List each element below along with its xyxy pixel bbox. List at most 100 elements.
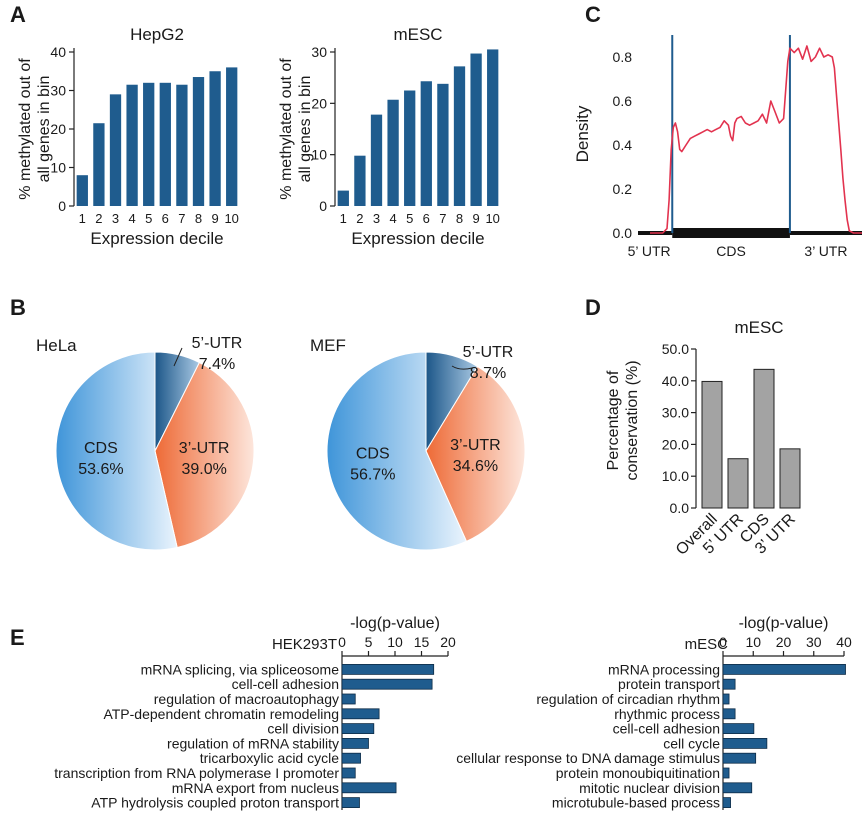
x-tick-label: 6 <box>423 211 430 226</box>
y-tick-label: 0.8 <box>613 49 633 65</box>
y-tick-label: 10.0 <box>662 468 689 484</box>
x-axis-label: -log(p-value) <box>350 615 440 632</box>
bar-microtubule-based process <box>722 797 731 808</box>
category-label: protein transport <box>618 676 720 692</box>
category-label: regulation of circadian rhythm <box>536 691 720 707</box>
bar-mRNA processing <box>722 664 846 675</box>
bar-9 <box>209 71 221 206</box>
x-tick-label: 8 <box>195 211 202 226</box>
category-label: regulation of macroautophagy <box>154 691 339 707</box>
y-axis-label: Density <box>573 105 592 162</box>
pie-slice-3’-UTR <box>154 361 255 549</box>
x-tick-label: 2 <box>356 211 363 226</box>
chart-title: HEK293T <box>272 636 337 653</box>
bar-4 <box>387 99 399 206</box>
slice-name-label: CDS <box>356 445 390 462</box>
x-tick-label: 3 <box>373 211 380 226</box>
category-label: mRNA export from nucleus <box>172 780 339 796</box>
chart-title: HepG2 <box>130 25 184 44</box>
slice-percent-label: 56.7% <box>350 466 395 483</box>
x-tick-label: 5 <box>145 211 152 226</box>
density-line <box>650 45 862 234</box>
bar-3’ UTR <box>779 448 801 509</box>
y-tick-label: 50.0 <box>662 341 689 357</box>
pie-title: HeLa <box>36 336 77 355</box>
x-axis-label: Expression decile <box>90 229 223 248</box>
region-label: 3’ UTR <box>804 243 847 259</box>
category-label: cell cycle <box>663 735 720 751</box>
bar-1 <box>76 175 88 206</box>
x-tick-label: 7 <box>439 211 446 226</box>
bar-4 <box>126 84 138 206</box>
y-tick-label: 0 <box>319 198 327 214</box>
pie-slice-3’-UTR <box>425 365 526 543</box>
category-label: microtubule-based process <box>552 795 720 811</box>
x-tick-label: 9 <box>472 211 479 226</box>
bar-regulation of circadian rhythm <box>722 693 730 705</box>
slice-percent-label: 34.6% <box>453 458 498 475</box>
y-axis-label: % methylated out of all genes in bin <box>278 58 314 200</box>
bar-5 <box>404 90 416 206</box>
bar-mRNA splicing, via spliceosome <box>341 664 435 675</box>
slice-name-label: 3’-UTR <box>179 440 230 457</box>
bar-rhythmic process <box>722 708 736 720</box>
region-label: CDS <box>716 243 746 259</box>
y-tick-label: 30 <box>50 83 66 99</box>
category-label: protein monoubiquitination <box>556 765 720 781</box>
bar-ATP hydrolysis coupled proton transport <box>341 797 360 808</box>
x-tick-label: 10 <box>224 211 238 226</box>
bar-ATP-dependent chromatin remodeling <box>341 708 380 720</box>
x-tick-label: 8 <box>456 211 463 226</box>
x-tick-label: 20 <box>440 634 456 650</box>
category-label: ATP hydrolysis coupled proton transport <box>91 795 339 811</box>
x-tick-label: 10 <box>387 634 403 650</box>
y-tick-label: 10 <box>311 147 327 163</box>
bar-transcription from RNA polymerase I promoter <box>341 767 356 779</box>
bar-10 <box>487 49 499 206</box>
bar-CDS <box>753 368 775 509</box>
cds-track <box>672 228 790 238</box>
bar-cellular response to DNA damage stimulus <box>722 752 757 764</box>
panel-label-a: A <box>10 2 26 27</box>
x-tick-label: 10 <box>745 634 761 650</box>
slice-percent-label: 39.0% <box>181 461 226 478</box>
panel-label-d: D <box>585 295 601 320</box>
bar-8 <box>192 77 205 207</box>
chart-title: mESC <box>685 636 729 653</box>
category-label: mRNA processing <box>608 661 720 677</box>
bar-5 <box>143 82 155 206</box>
slice-name-label: CDS <box>84 440 118 457</box>
bar-protein transport <box>722 678 736 690</box>
panel-label-e: E <box>10 625 25 650</box>
category-label: rhythmic process <box>614 706 720 722</box>
x-tick-label: 0 <box>719 634 727 650</box>
x-tick-label: 20 <box>776 634 792 650</box>
x-tick-label: 9 <box>211 211 218 226</box>
x-tick-label: 0 <box>338 634 346 650</box>
bar-8 <box>453 66 466 206</box>
bar-6 <box>159 82 171 206</box>
category-label: regulation of mRNA stability <box>167 735 339 751</box>
slice-percent-label: 8.7% <box>470 365 506 382</box>
category-label: mitotic nuclear division <box>579 780 720 796</box>
y-tick-label: 0 <box>58 198 66 214</box>
chart-title: mESC <box>734 318 783 337</box>
region-label: 5’ UTR <box>628 243 671 259</box>
bar-cell-cell adhesion <box>722 723 755 734</box>
y-tick-label: 20 <box>311 95 327 111</box>
x-tick-label: 3 <box>112 211 119 226</box>
bar-Overall <box>701 380 723 509</box>
bar-3 <box>109 94 122 206</box>
bar-cell cycle <box>722 738 768 749</box>
bar-protein monoubiquitination <box>722 767 730 779</box>
category-label: mRNA splicing, via spliceosome <box>141 661 340 677</box>
y-tick-label: 30 <box>311 44 327 60</box>
bar-2 <box>93 123 105 206</box>
y-tick-label: 10 <box>50 160 66 176</box>
slice-name-label: 5’-UTR <box>463 344 514 361</box>
category-label: cell-cell adhesion <box>232 676 339 692</box>
bar-mRNA export from nucleus <box>341 782 397 794</box>
